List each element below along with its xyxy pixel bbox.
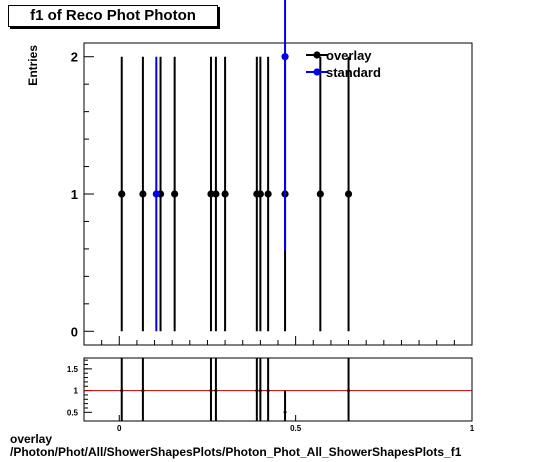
ratio-y-tick-label: 0.5	[67, 408, 79, 417]
y-tick-label: 2	[71, 50, 78, 65]
y-tick-label: 0	[71, 324, 78, 339]
y-axis-label: Entries	[26, 45, 40, 86]
ratio-point	[209, 389, 213, 393]
footer-line2: /Photon/Phot/All/ShowerShapesPlots/Photo…	[10, 445, 462, 459]
legend-label: overlay	[326, 48, 372, 63]
ratio-point	[258, 389, 262, 393]
data-point-overlay	[171, 190, 179, 198]
data-point-overlay	[139, 190, 147, 198]
footer-caption: overlay /Photon/Phot/All/ShowerShapesPlo…	[10, 433, 461, 459]
chart-title: f1 of Reco Phot Photon	[30, 7, 196, 24]
ratio-point	[266, 389, 270, 393]
ratio-x-tick-label: 0	[117, 424, 122, 433]
ratio-y-tick-label: 1	[74, 387, 79, 396]
legend-label: standard	[326, 65, 381, 80]
data-point-overlay	[118, 190, 126, 198]
data-point-overlay	[212, 190, 220, 198]
ratio-point	[283, 410, 287, 414]
ratio-y-tick-label: 1.5	[67, 365, 79, 374]
data-point-overlay	[344, 190, 353, 198]
ratio-point	[347, 389, 351, 393]
data-point-standard	[152, 190, 160, 198]
ratio-x-tick-label: 1	[470, 424, 475, 433]
data-point-overlay	[264, 190, 272, 198]
data-point-overlay	[256, 190, 264, 198]
ratio-plot-frame	[83, 357, 473, 422]
y-tick-label: 1	[71, 187, 78, 202]
data-point-overlay	[221, 190, 229, 198]
ratio-point	[141, 389, 145, 393]
data-point-overlay	[207, 190, 215, 198]
title-box: f1 of Reco Phot Photon	[8, 5, 218, 27]
footer-line1: overlay	[10, 432, 53, 446]
ratio-point	[120, 389, 124, 393]
legend-marker-dot	[313, 51, 321, 59]
ratio-point	[255, 389, 259, 393]
legend-marker-dot	[313, 68, 321, 76]
data-point-standard	[281, 53, 289, 61]
data-point-overlay	[316, 190, 324, 198]
ratio-point	[214, 389, 218, 393]
ratio-x-tick-label: 0.5	[290, 424, 302, 433]
